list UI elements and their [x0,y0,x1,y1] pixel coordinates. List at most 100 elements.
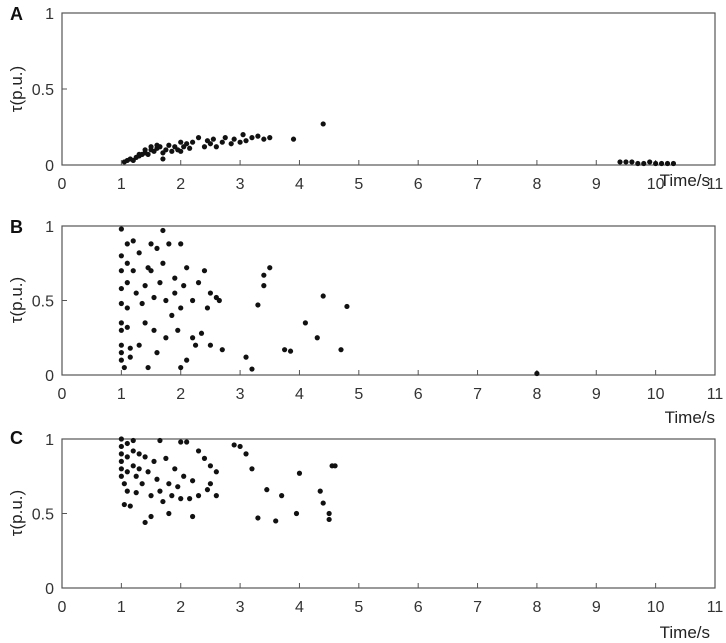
data-point [207,290,214,296]
data-point [148,241,154,247]
data-point [166,142,172,148]
data-point [249,366,255,372]
data-point [201,144,208,150]
data-point [670,160,677,167]
data-point [124,454,130,460]
data-point [192,342,199,348]
data-point [127,345,133,351]
data-point [261,283,267,289]
data-point [160,498,166,505]
data-point [287,348,294,354]
data-points [118,226,540,377]
data-point [178,305,184,311]
data-point [204,487,211,493]
data-point [237,443,243,450]
x-tick-label: 5 [354,599,363,616]
data-point [118,285,124,292]
data-point [184,439,190,445]
data-point [118,466,124,472]
data-point [178,139,184,145]
data-point [136,342,142,348]
x-tick-label: 3 [236,599,245,616]
data-point [142,283,148,289]
data-points [121,121,677,167]
data-point [664,160,671,167]
data-point [178,148,184,154]
data-point [617,159,623,165]
x-tick-label: 2 [176,599,185,616]
x-tick-label: 0 [58,599,67,616]
data-point [172,275,178,281]
panel-label: A [10,4,23,24]
data-point [320,293,326,299]
data-point [121,501,127,508]
x-tick-label: 3 [236,176,245,193]
data-point [118,226,124,232]
data-point [157,437,163,444]
panel-label: B [10,217,23,237]
data-point [204,305,211,311]
x-tick-label: 0 [58,386,67,403]
data-point [320,500,326,506]
x-tick-label: 6 [414,599,423,616]
data-point [190,335,196,341]
data-point [151,458,157,464]
x-tick-label: 7 [473,386,482,403]
data-point [249,466,255,472]
x-tick-label: 4 [295,176,304,193]
data-point [118,253,124,259]
data-point [207,481,214,487]
data-point [172,290,178,296]
data-point [124,469,130,475]
y-axis-label: τ(p.u.) [7,277,26,323]
data-point [243,138,249,144]
x-tick-label: 0 [58,176,67,193]
data-point [142,454,148,460]
data-point [124,241,130,247]
data-point [261,136,267,142]
data-point [142,320,148,326]
data-point [326,516,332,523]
data-point [237,139,243,145]
plot-frame [61,225,716,376]
data-point [166,481,172,487]
data-point [151,327,157,333]
x-tick-label: 11 [707,176,724,193]
data-point [190,297,196,304]
x-ticks: 0 1 2 3 4 5 6 7 8 9 10 11 [58,370,723,403]
x-axis-label: Time/s [660,623,710,642]
data-point [130,268,136,274]
data-point [219,347,225,353]
data-point [207,141,214,147]
x-tick-label: 10 [647,599,665,616]
data-point [163,297,169,304]
data-point [207,463,214,469]
data-point [228,141,234,147]
y-tick-label: 0 [45,158,54,175]
data-point [151,294,157,301]
data-point [157,488,163,494]
data-point [136,451,142,457]
x-tick-label: 7 [473,176,482,193]
data-point [154,350,160,356]
data-point [145,265,151,271]
data-point [148,144,154,150]
data-point [255,302,261,308]
data-point [130,437,136,444]
data-point [169,148,175,154]
data-point [136,151,142,157]
data-point [160,156,166,162]
x-tick-label: 1 [117,176,126,193]
data-point [279,493,285,499]
data-point [198,330,205,336]
data-point [130,238,136,244]
data-point [124,440,130,447]
data-point [154,142,160,148]
data-point [124,305,130,311]
x-tick-label: 6 [414,176,423,193]
data-point [175,484,181,490]
plot-frame [61,12,716,166]
data-point [534,370,540,377]
data-point [243,354,249,360]
data-point [181,473,187,479]
